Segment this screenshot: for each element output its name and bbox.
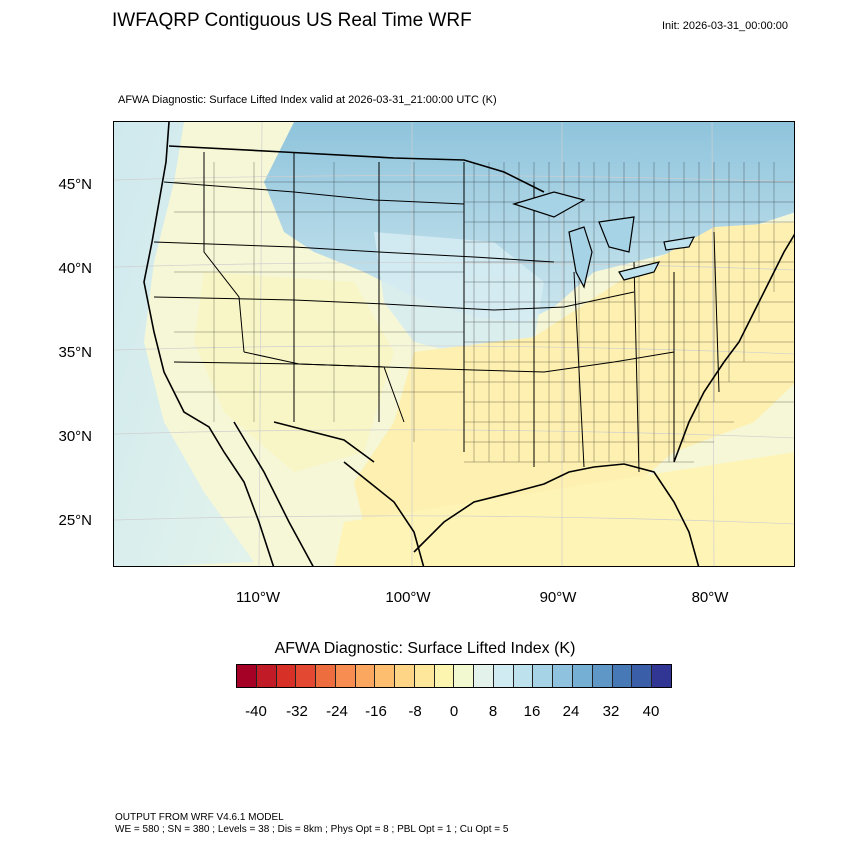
colorbar-swatch <box>375 665 396 687</box>
field-subtitle: AFWA Diagnostic: Surface Lifted Index va… <box>118 94 497 106</box>
colorbar-swatch <box>256 665 277 687</box>
lat-label-35: 35°N <box>58 344 92 361</box>
lon-label-90w: 90°W <box>539 589 577 606</box>
colorbar <box>236 664 672 688</box>
colorbar-tick: -40 <box>245 703 267 720</box>
colorbar-swatch <box>276 665 297 687</box>
colorbar-swatch <box>335 665 356 687</box>
pacific-field <box>114 122 254 566</box>
colorbar-swatch <box>573 665 593 687</box>
lon-label-80w: 80°W <box>691 589 729 606</box>
colorbar-tick: -24 <box>326 703 348 720</box>
colorbar-swatch <box>553 665 574 687</box>
colorbar-tick: -8 <box>408 703 422 720</box>
plot-title: IWFAQRP Contiguous US Real Time WRF <box>112 10 472 31</box>
colorbar-swatch <box>355 665 376 687</box>
colorbar-tick: -16 <box>365 703 387 720</box>
county-borders <box>174 162 794 463</box>
gulf-warm-field <box>334 452 794 566</box>
map-svg <box>114 122 794 566</box>
colorbar-title: AFWA Diagnostic: Surface Lifted Index (K… <box>274 640 576 657</box>
colorbar-swatch <box>434 665 455 687</box>
model-footer-line2: WE = 580 ; SN = 380 ; Levels = 38 ; Dis … <box>115 824 509 835</box>
lon-label-110w: 110°W <box>235 589 281 606</box>
colorbar-tick: 24 <box>562 703 580 720</box>
colorbar-swatch <box>513 665 534 687</box>
colorbar-swatch <box>632 665 653 687</box>
colorbar-tick: 0 <box>449 703 459 720</box>
lat-label-45: 45°N <box>58 176 92 193</box>
intl-border <box>168 145 545 463</box>
lat-label-30: 30°N <box>58 428 92 445</box>
colorbar-swatch <box>493 665 514 687</box>
colorbar-swatch <box>316 665 336 687</box>
colorbar-tick: 16 <box>523 703 541 720</box>
colorbar-swatch <box>395 665 415 687</box>
colorbar-swatch <box>237 665 257 687</box>
lat-label-40: 40°N <box>58 260 92 277</box>
colorbar-swatch <box>296 665 317 687</box>
colorbar-tick: 40 <box>642 703 660 720</box>
colorbar-tick: 8 <box>488 703 498 720</box>
colorbar-tick: -32 <box>286 703 308 720</box>
init-time-label: Init: 2026-03-31_00:00:00 <box>662 20 788 32</box>
model-footer-line1: OUTPUT FROM WRF V4.6.1 MODEL <box>115 812 284 823</box>
colorbar-swatch <box>592 665 613 687</box>
map-panel <box>113 121 795 567</box>
colorbar-swatch <box>414 665 435 687</box>
colorbar-swatch <box>474 665 494 687</box>
lon-label-100w: 100°W <box>385 589 431 606</box>
lat-label-25: 25°N <box>58 512 92 529</box>
colorbar-swatch <box>612 665 633 687</box>
colorbar-swatch <box>652 665 671 687</box>
colorbar-swatch <box>533 665 554 687</box>
colorbar-tick: 32 <box>602 703 620 720</box>
colorbar-swatch <box>454 665 475 687</box>
great-lakes <box>511 191 696 289</box>
